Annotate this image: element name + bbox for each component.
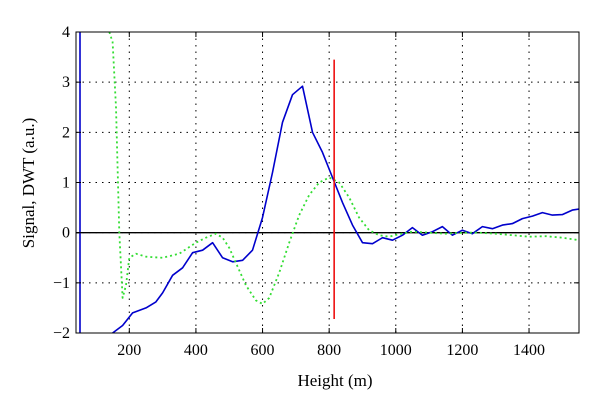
y-tick-label: −2 [53,325,70,342]
x-tick-label: 1200 [446,342,478,359]
y-tick-label: 4 [62,24,70,41]
series-line-1 [112,85,579,333]
plot-area [76,32,579,333]
y-tick-label: 3 [62,74,70,91]
x-tick-label: 800 [317,342,341,359]
y-tick-label: −1 [53,275,70,292]
plot-frame [75,31,580,334]
grid-lines [76,32,579,333]
y-tick-label: 2 [62,124,70,141]
x-tick-label: 600 [251,342,275,359]
x-tick-label: 400 [184,342,208,359]
x-axis-label: Height (m) [297,371,372,390]
y-tick-label: 0 [62,225,70,242]
y-axis-label: Signal, DWT (a.u.) [19,118,38,248]
x-axis-ticks: 200 400 600 800 1000 1200 1400 [117,32,545,359]
y-tick-label: 1 [62,175,70,192]
series-line-3 [108,32,579,305]
x-tick-label: 1400 [513,342,545,359]
axes-frame [75,31,580,334]
y-axis-ticks: −2 −1 0 1 2 3 4 [53,24,579,342]
x-tick-label: 1000 [380,342,412,359]
x-tick-label: 200 [117,342,141,359]
